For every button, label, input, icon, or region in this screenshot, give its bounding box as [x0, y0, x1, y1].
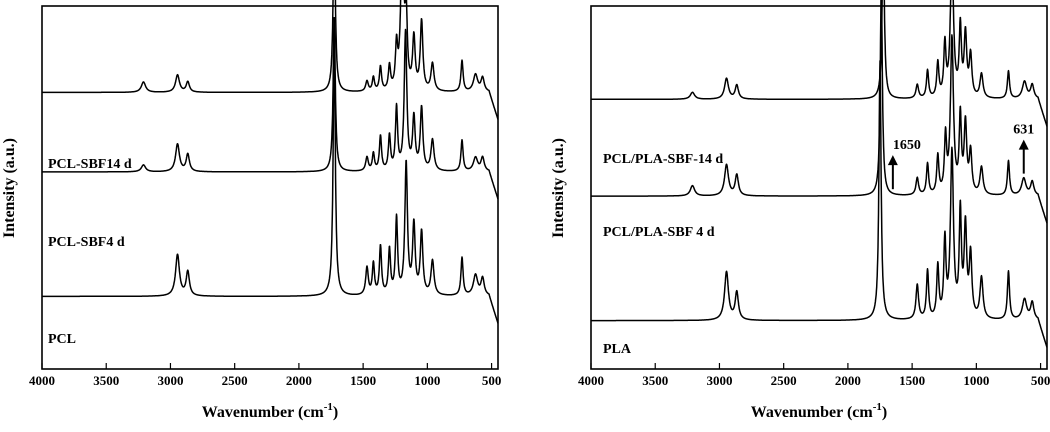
series-line	[41, 38, 499, 324]
x-tick-label: 2000	[286, 373, 312, 388]
panel-left: 4000 3500 3000 2500 2000 1500 1000 500 PCL-SBF1…	[1, 0, 501, 421]
series-labels: PCL/PLA-SBF-14 d PCL/PLA-SBF 4 d PLA	[603, 152, 723, 357]
x-tick-label: 2500	[222, 373, 248, 388]
series-label: PLA	[603, 342, 632, 357]
series-line	[41, 16, 499, 200]
annotation-arrowhead	[887, 155, 898, 166]
series-line	[590, 0, 1048, 127]
x-axis-ticks: 4000 3500 3000 2500 2000 1500 1000 500	[578, 363, 1050, 388]
annotation-label: 1650	[893, 138, 921, 153]
x-axis-title: Wavenumber (cm-1)	[202, 401, 338, 421]
panel-right: 4000 3500 3000 2500 2000 1500 1000 500 PCL/PLA-…	[550, 0, 1050, 421]
x-tick-label: 1000	[963, 373, 989, 388]
annotation-arrowhead	[1018, 139, 1029, 150]
series-label: PCL	[48, 332, 76, 347]
x-tick-label: 3000	[706, 373, 732, 388]
x-tick-label: 2500	[771, 373, 797, 388]
x-axis-title: Wavenumber (cm-1)	[751, 401, 887, 421]
series-label: PCL/PLA-SBF 4 d	[603, 225, 715, 240]
series-label: PCL/PLA-SBF-14 d	[603, 152, 723, 167]
x-tick-label: 1500	[899, 373, 925, 388]
x-axis-ticks: 4000 3500 3000 2500 2000 1500 1000 500	[29, 363, 501, 388]
series-label: PCL-SBF14 d	[48, 157, 132, 172]
x-tick-label: 4000	[29, 373, 55, 388]
x-tick-label: 2000	[835, 373, 861, 388]
x-tick-label: 3500	[642, 373, 668, 388]
x-tick-label: 3500	[93, 373, 119, 388]
series-lines	[41, 0, 499, 324]
x-tick-label: 1000	[414, 373, 440, 388]
series-label: PCL-SBF4 d	[48, 235, 125, 250]
x-tick-label: 500	[1031, 373, 1050, 388]
plot-frame	[41, 5, 499, 370]
series-line	[590, 60, 1048, 348]
series-labels: PCL-SBF14 d PCL-SBF4 d PCL	[48, 157, 132, 347]
x-tick-label: 1500	[350, 373, 376, 388]
plot-frame	[590, 5, 1048, 370]
x-tick-label: 4000	[578, 373, 604, 388]
series-line	[590, 0, 1048, 224]
y-axis-title: Intensity (a.u.)	[1, 138, 18, 238]
y-axis-title: Intensity (a.u.)	[550, 138, 567, 238]
series-lines	[590, 0, 1048, 348]
annotation-label: 631	[1013, 123, 1034, 138]
x-tick-label: 3000	[157, 373, 183, 388]
annotations: 1650 631	[887, 123, 1034, 190]
x-tick-label: 500	[482, 373, 502, 388]
series-line	[41, 0, 499, 120]
